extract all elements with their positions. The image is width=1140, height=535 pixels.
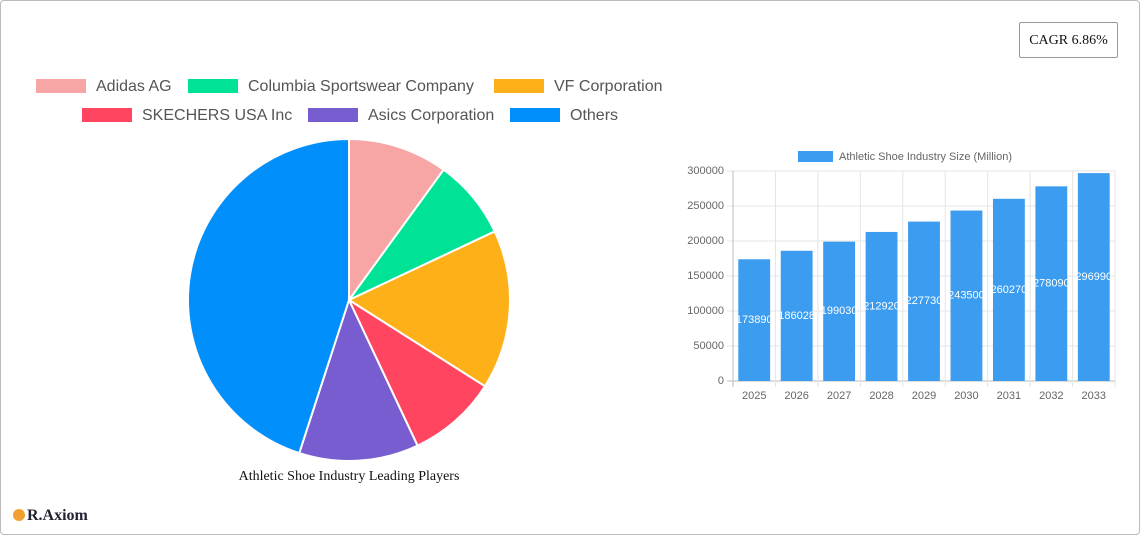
legend-swatch [308,108,358,122]
pie-title: Athletic Shoe Industry Leading Players [239,469,460,484]
pie-slice [346,297,487,448]
value-label: 199030 [821,305,858,317]
legend-swatch [36,79,86,93]
logo: R.Axiom [13,507,88,525]
legend-swatch [82,108,132,122]
bar [865,231,898,381]
x-tick-label: 2027 [827,390,851,402]
bar [738,259,771,381]
logo-text: R.Axiom [27,507,88,524]
legend-swatch [188,79,238,93]
bar [950,210,983,381]
pie-slice [297,297,419,462]
value-label: 278090 [1033,278,1070,290]
bar [780,250,813,381]
legend-label: Athletic Shoe Industry Size (Million) [839,151,1012,163]
legend-swatch [510,108,560,122]
x-tick-label: 2029 [912,390,936,402]
bar [908,221,940,381]
y-tick-label: 0 [718,375,724,387]
y-tick-label: 50000 [693,340,724,352]
cagr-badge: CAGR 6.86% [1019,22,1118,58]
value-label: 186028 [778,310,815,322]
legend-label: Others [570,107,618,124]
x-tick-label: 2032 [1039,390,1063,402]
legend-label: VF Corporation [554,78,663,95]
bar [1077,173,1110,381]
value-label: 260270 [991,284,1028,296]
y-tick-label: 100000 [687,305,724,317]
value-label: 173890 [736,314,773,326]
x-tick-label: 2025 [742,390,766,402]
x-tick-label: 2030 [954,390,978,402]
legend-label: Columbia Sportswear Company [248,78,474,95]
y-tick-label: 200000 [687,235,724,247]
x-tick-label: 2026 [784,390,808,402]
x-tick-label: 2028 [869,390,893,402]
value-label: 212920 [863,300,900,312]
legend-swatch [798,151,833,162]
value-label: 243500 [948,290,985,302]
legend-label: Asics Corporation [368,107,494,124]
value-label: 296990 [1075,271,1112,283]
y-tick-label: 150000 [687,270,724,282]
bar [823,241,856,381]
y-tick-label: 250000 [687,200,724,212]
x-tick-label: 2031 [997,390,1021,402]
legend-swatch [494,79,544,93]
legend-label: SKECHERS USA Inc [142,107,292,124]
y-tick-label: 300000 [687,165,724,177]
value-label: 227730 [906,295,943,307]
bar [992,198,1025,381]
pie-slice [187,137,350,455]
pie-slice [346,230,511,388]
x-tick-label: 2033 [1082,390,1106,402]
legend-label: Adidas AG [96,78,172,95]
bar [1035,186,1068,381]
pie-slice [348,137,446,304]
logo-icon [13,509,25,521]
